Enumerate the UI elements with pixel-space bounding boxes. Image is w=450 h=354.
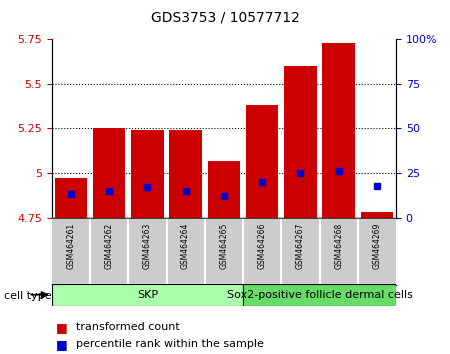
Text: ■: ■ — [56, 338, 68, 350]
Bar — [207, 160, 240, 218]
Text: GSM464261: GSM464261 — [67, 223, 76, 269]
Bar — [360, 212, 393, 218]
Text: GSM464267: GSM464267 — [296, 223, 305, 269]
Bar — [284, 66, 317, 218]
Bar — [169, 130, 202, 218]
Bar — [243, 284, 396, 306]
Text: GSM464262: GSM464262 — [104, 223, 113, 269]
Text: cell type: cell type — [4, 291, 52, 301]
Bar — [246, 105, 279, 218]
Text: transformed count: transformed count — [76, 322, 180, 332]
Text: GSM464268: GSM464268 — [334, 223, 343, 269]
Bar — [131, 130, 164, 218]
Text: GSM464263: GSM464263 — [143, 223, 152, 269]
Bar — [322, 42, 355, 218]
Text: GDS3753 / 10577712: GDS3753 / 10577712 — [151, 11, 299, 25]
Text: GSM464264: GSM464264 — [181, 223, 190, 269]
Bar — [93, 129, 126, 218]
Bar — [52, 284, 243, 306]
Text: SKP: SKP — [137, 290, 158, 300]
Text: ■: ■ — [56, 321, 68, 334]
Text: GSM464265: GSM464265 — [220, 223, 228, 269]
Text: Sox2-positive follicle dermal cells: Sox2-positive follicle dermal cells — [226, 290, 413, 300]
Text: GSM464269: GSM464269 — [373, 223, 382, 269]
Bar — [54, 178, 87, 218]
Text: GSM464266: GSM464266 — [257, 223, 266, 269]
Text: percentile rank within the sample: percentile rank within the sample — [76, 339, 265, 349]
